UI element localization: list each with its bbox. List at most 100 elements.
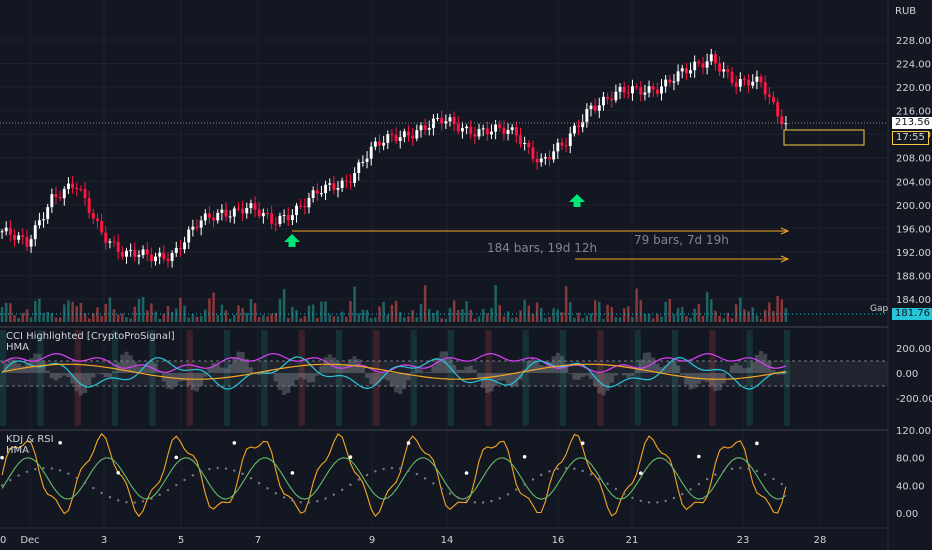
volume-bar [651, 318, 655, 322]
volume-bar [440, 318, 443, 322]
volume-bar [751, 307, 754, 322]
candle [336, 181, 340, 198]
cci-histogram-bar [414, 368, 419, 373]
cci-highlight [447, 330, 455, 426]
cci-histogram-bar [111, 371, 117, 373]
cci-histogram-bar [460, 369, 465, 373]
cci-histogram-bar [742, 368, 747, 373]
rsi-dot [125, 501, 128, 504]
cci-histogram-bar [468, 365, 473, 373]
cci-histogram-bar [178, 373, 183, 382]
cci-highlight [74, 330, 81, 426]
volume-bar [129, 318, 132, 322]
volume-bar [539, 308, 543, 322]
currency-label[interactable]: RUB [895, 6, 917, 17]
cci-histogram-bar [638, 359, 643, 373]
candle [452, 111, 456, 132]
volume-bar [21, 313, 25, 322]
candle [286, 207, 290, 226]
volume-bar [116, 314, 120, 322]
rsi-dot [598, 477, 601, 480]
candle [249, 199, 253, 214]
rsi-dot [208, 467, 211, 471]
candle [187, 226, 191, 249]
cci-histogram-bar [203, 373, 208, 377]
cci-histogram-bar [53, 373, 59, 381]
kdj-pane[interactable] [0, 432, 787, 518]
volume-bar [42, 313, 45, 322]
volume-bar [685, 316, 688, 322]
volume-bar [585, 315, 589, 322]
cci-histogram-bar [41, 360, 46, 373]
cci-pane[interactable] [0, 330, 888, 426]
candle [361, 155, 365, 167]
cci-histogram-bar [684, 373, 689, 385]
grid-lines [0, 0, 888, 528]
candle [373, 137, 377, 151]
rsi-dot [763, 473, 767, 476]
volume-bar [759, 318, 763, 322]
rsi-dot [656, 501, 659, 504]
volume-bar [378, 306, 381, 322]
candle [751, 74, 755, 89]
kdj-scale[interactable]: 120.00 80.00 40.00 0.00 [896, 426, 931, 520]
rsi-dot [473, 501, 477, 504]
volume-bar [204, 309, 207, 322]
time-scale[interactable]: Dec 3 5 7 9 14 16 21 23 28 30 [0, 535, 826, 546]
candle [456, 116, 460, 135]
time-tick-label: Dec [20, 535, 39, 546]
rsi-dot [158, 493, 161, 497]
cci-histogram-bar [107, 373, 112, 378]
kdj-j-line [1, 432, 787, 518]
cci-histogram-bar [149, 360, 154, 373]
volume-bar [457, 309, 460, 322]
rsi-dot [349, 483, 352, 486]
rsi-dot [382, 467, 385, 471]
rsi-dot [423, 477, 427, 480]
time-tick-label: 23 [737, 535, 750, 546]
cci-histogram-bar [20, 366, 25, 373]
price-pane[interactable]: 184 bars, 19d 12h 79 bars, 7d 19h [0, 48, 888, 322]
cci-histogram-bar [551, 356, 556, 373]
volume-bar [535, 302, 539, 322]
cci-histogram-bar [783, 371, 788, 373]
cci-histogram-bar [207, 367, 212, 373]
volume-bar [510, 318, 514, 322]
volume-bar [726, 312, 730, 322]
rsi-dot [481, 501, 485, 504]
cci-histogram-bar [485, 373, 490, 393]
volume-bar [316, 318, 319, 322]
cci-scale[interactable]: 200.00 0.00 -200.00 [896, 344, 932, 405]
cci-histogram-bar [750, 362, 755, 373]
candle [133, 242, 137, 262]
cci-histogram-bar [311, 373, 316, 382]
candle [614, 84, 618, 103]
candle [568, 126, 572, 154]
price-tick-label: 216.00 [896, 107, 931, 118]
candle [274, 216, 278, 232]
candle [548, 150, 551, 167]
volume-bar [668, 299, 672, 322]
candle [353, 167, 357, 187]
cci-histogram-bar [530, 358, 536, 373]
volume-bar [328, 314, 331, 322]
cci-histogram-bar [564, 364, 569, 373]
volume-bar [519, 310, 522, 322]
cci-histogram-bar [497, 373, 502, 381]
rsi-dot [83, 481, 87, 485]
rsi-dot [730, 467, 734, 471]
volume-bar [718, 316, 721, 322]
volume-bar [361, 309, 365, 322]
volume-bar [635, 288, 638, 322]
candle [411, 128, 415, 146]
candle [158, 247, 162, 265]
volume-bar [490, 307, 493, 322]
kdj-tick-label: 80.00 [896, 454, 925, 465]
cci-histogram-bar [394, 373, 399, 393]
rsi-dot [50, 467, 54, 470]
price-scale[interactable]: 228.00224.00220.00216.00212.00208.00204.… [896, 36, 931, 306]
candle [589, 102, 593, 117]
cci-histogram-bar [510, 373, 515, 388]
candle [776, 98, 780, 124]
